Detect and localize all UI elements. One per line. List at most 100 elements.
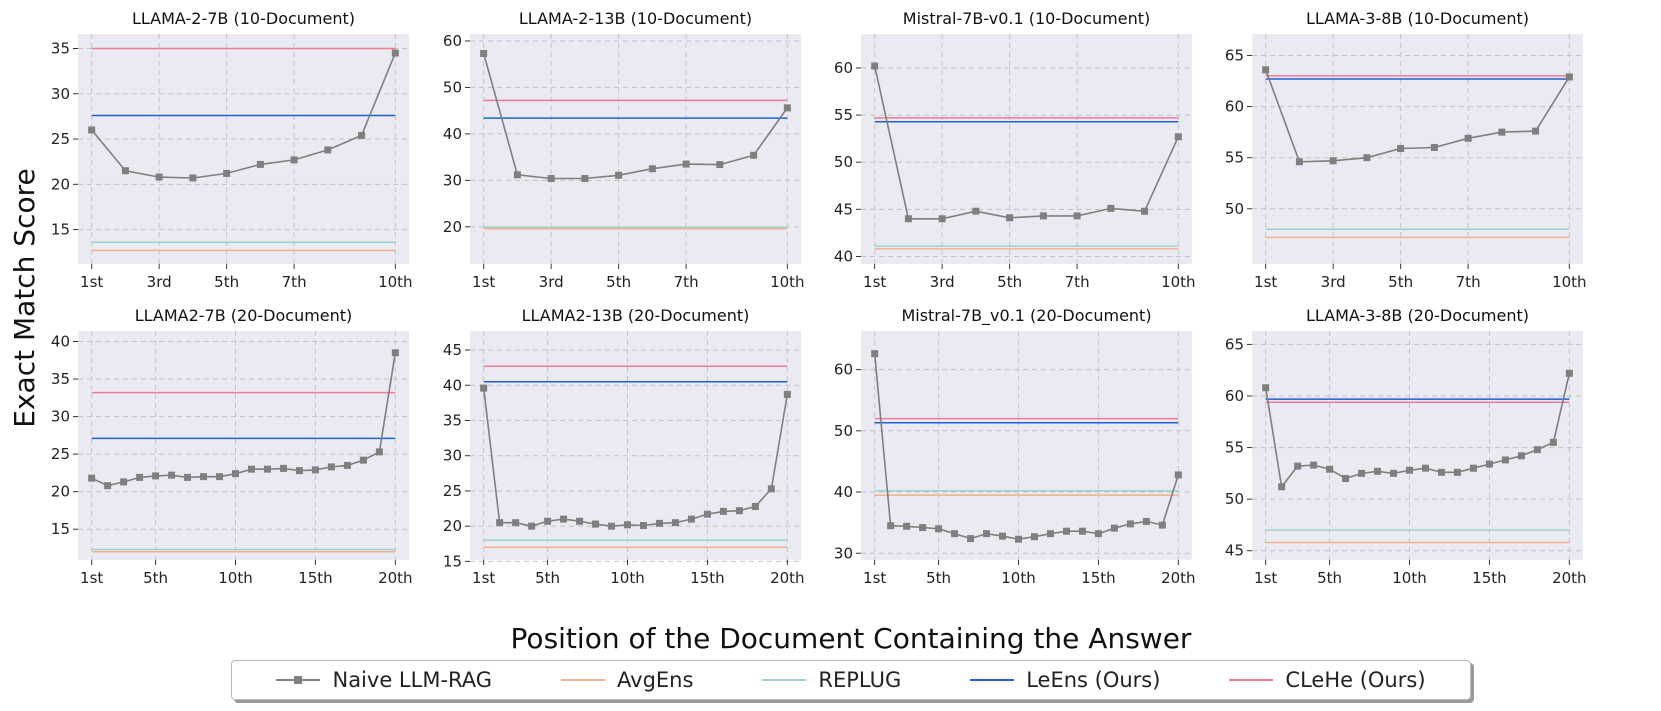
data-point-naive-llm-rag (972, 207, 980, 215)
data-point-naive-llm-rag (343, 461, 351, 469)
data-point-naive-llm-rag (938, 215, 946, 223)
x-tick-label: 3rd (147, 273, 172, 291)
data-point-naive-llm-rag (1262, 384, 1270, 392)
data-point-naive-llm-rag (719, 507, 727, 515)
data-point-naive-llm-rag (983, 530, 991, 538)
data-point-naive-llm-rag (1174, 471, 1182, 479)
data-point-naive-llm-rag (1126, 520, 1134, 528)
y-tick-label: 35 (443, 411, 462, 429)
panel-title: Mistral-7B-v0.1 (10-Document) (903, 9, 1150, 28)
y-tick-label: 60 (834, 59, 853, 77)
y-tick-label: 30 (443, 447, 462, 465)
y-tick-label: 65 (1225, 335, 1244, 353)
data-point-naive-llm-rag (1464, 134, 1472, 142)
x-tick-label: 15th (298, 569, 332, 587)
data-point-naive-llm-rag (1030, 533, 1038, 541)
legend-swatch-clehe (1229, 679, 1274, 681)
data-point-naive-llm-rag (1549, 438, 1557, 446)
y-tick-label: 50 (1225, 200, 1244, 218)
data-point-naive-llm-rag (615, 171, 623, 179)
panel-llama-2-13b-10-document: 20 30 40 50 60 1st 3rd 5th 7th 10th LLAMA-2-13B (1… (443, 9, 805, 291)
data-point-naive-llm-rag (256, 160, 264, 168)
x-tick-label: 7th (1065, 273, 1090, 291)
data-point-naive-llm-rag (1498, 128, 1506, 136)
plot-area (1252, 331, 1583, 560)
panel-title: LLAMA-2-7B (10-Document) (132, 9, 355, 28)
legend-item-clehe: CLeHe (Ours) (1229, 668, 1426, 692)
data-point-naive-llm-rag (1485, 460, 1493, 468)
panel-title: LLAMA-3-8B (10-Document) (1306, 9, 1529, 28)
data-point-naive-llm-rag (168, 471, 176, 479)
panel-llama-3-8b-20-document: 45 50 55 60 65 1st 5th 10th 15th 20th LLAMA-3-8B (… (1225, 306, 1587, 587)
data-point-naive-llm-rag (1374, 467, 1382, 475)
x-tick-label: 1st (1254, 273, 1277, 291)
panel-mistral-7b-v0-1-10-document: 40 45 50 55 60 1st 3rd 5th 7th 10th Mistral-7B-v0.… (834, 9, 1196, 291)
data-point-naive-llm-rag (1046, 530, 1054, 538)
data-point-naive-llm-rag (624, 521, 632, 529)
data-point-naive-llm-rag (189, 174, 197, 182)
data-point-naive-llm-rag (1295, 158, 1303, 166)
legend-swatch-avgens (561, 679, 605, 681)
data-point-naive-llm-rag (1039, 212, 1047, 220)
x-tick-label: 10th (1392, 569, 1426, 587)
figure-x-label: Position of the Document Containing the … (511, 622, 1192, 655)
panel-llama2-13b-20-document: 15 20 25 30 35 40 45 1st 5th 10th 15th 20th LLAMA2-1… (443, 306, 805, 587)
legend-item-leens: LeEns (Ours) (970, 668, 1160, 692)
x-tick-label: 15th (1472, 569, 1506, 587)
x-tick-label: 10th (1552, 273, 1586, 291)
y-tick-label: 55 (1225, 439, 1244, 457)
y-tick-label: 50 (443, 78, 462, 96)
legend-label-replug: REPLUG (818, 668, 902, 692)
data-point-naive-llm-rag (1358, 469, 1366, 477)
data-point-naive-llm-rag (512, 519, 520, 527)
x-tick-label: 10th (378, 273, 412, 291)
data-point-naive-llm-rag (1453, 468, 1461, 476)
data-point-naive-llm-rag (232, 470, 240, 478)
x-tick-label: 10th (610, 569, 644, 587)
data-point-naive-llm-rag (1390, 469, 1398, 477)
panel-title: LLAMA2-7B (20-Document) (135, 306, 353, 325)
data-point-naive-llm-rag (1326, 465, 1334, 473)
data-point-naive-llm-rag (560, 515, 568, 523)
data-point-naive-llm-rag (120, 478, 128, 486)
data-point-naive-llm-rag (592, 520, 600, 528)
x-tick-label: 5th (926, 569, 951, 587)
data-point-naive-llm-rag (324, 146, 332, 154)
x-tick-label: 7th (1456, 273, 1481, 291)
x-tick-label: 5th (143, 569, 168, 587)
data-point-naive-llm-rag (152, 472, 160, 480)
data-point-naive-llm-rag (639, 521, 647, 529)
x-tick-label: 5th (606, 273, 631, 291)
x-tick-label: 1st (472, 569, 495, 587)
x-tick-label: 15th (1081, 569, 1115, 587)
data-point-naive-llm-rag (871, 350, 879, 358)
data-point-naive-llm-rag (121, 167, 129, 175)
x-tick-label: 1st (472, 273, 495, 291)
data-point-naive-llm-rag (1094, 530, 1102, 538)
plot-area (1252, 34, 1583, 264)
x-tick-label: 5th (535, 569, 560, 587)
panel-title: LLAMA-3-8B (20-Document) (1306, 306, 1529, 325)
x-tick-label: 1st (863, 273, 886, 291)
data-point-naive-llm-rag (767, 485, 775, 493)
data-point-naive-llm-rag (358, 131, 366, 139)
y-tick-label: 35 (51, 39, 70, 57)
y-tick-label: 15 (443, 552, 462, 570)
data-point-naive-llm-rag (750, 151, 758, 159)
y-tick-label: 50 (834, 153, 853, 171)
y-tick-label: 25 (51, 445, 70, 463)
series-line-naive-llm-rag (873, 65, 1180, 220)
legend-swatch-replug (762, 679, 807, 681)
plot-area (861, 34, 1192, 264)
data-point-naive-llm-rag (1107, 204, 1115, 212)
x-tick-label: 3rd (539, 273, 564, 291)
series-line-naive-llm-rag (91, 52, 397, 179)
plot-area (470, 34, 801, 264)
y-tick-label: 20 (51, 483, 70, 501)
data-point-naive-llm-rag (1006, 214, 1014, 222)
data-point-naive-llm-rag (547, 175, 555, 183)
data-point-naive-llm-rag (655, 519, 663, 527)
data-point-naive-llm-rag (904, 215, 912, 223)
data-point-naive-llm-rag (1078, 527, 1086, 535)
